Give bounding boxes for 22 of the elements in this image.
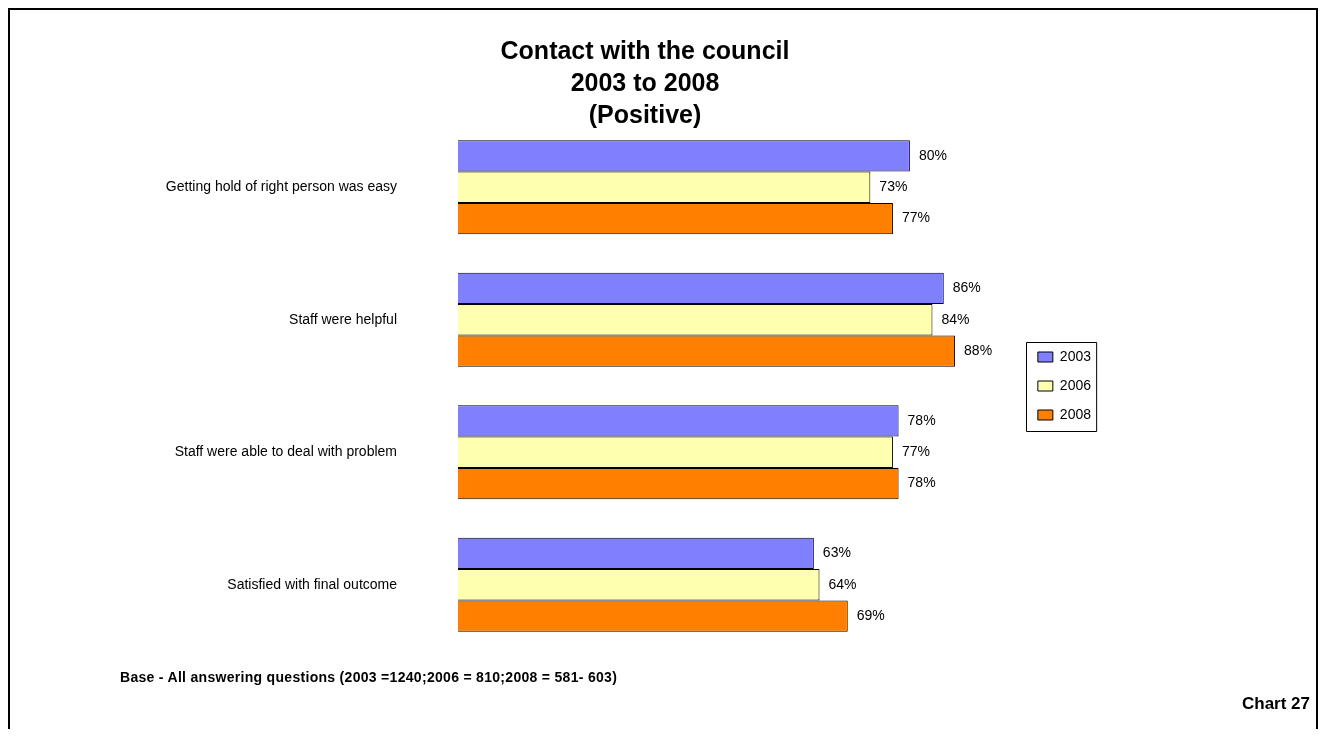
data-label: 63% <box>822 544 851 561</box>
data-label: 86% <box>952 279 981 296</box>
chart-title: Contact with the council 2003 to 2008 (Positive) <box>499 35 791 130</box>
caption: Chart 27 <box>1241 694 1310 714</box>
data-label: 80% <box>918 146 947 163</box>
data-label: 84% <box>941 310 970 327</box>
y-tick-label: Staff were helpful <box>289 310 397 327</box>
data-label: 64% <box>828 575 857 592</box>
data-label: 88% <box>964 341 993 358</box>
data-label: 78% <box>907 411 936 428</box>
legend-label: 2006 <box>1059 376 1092 393</box>
text: Base - All answering questions (2003 =1240;2006 = 810;2008 = 581- 603) <box>120 669 618 685</box>
y-tick-label: Satisfied with final outcome <box>227 575 398 592</box>
legend-label: 2008 <box>1059 405 1092 422</box>
data-label: 73% <box>879 178 908 195</box>
data-label: 69% <box>856 606 885 623</box>
y-tick-label: Getting hold of right person was easy <box>165 178 397 195</box>
data-label: 77% <box>901 209 930 226</box>
y-tick-label: Staff were able to deal with problem <box>174 443 397 460</box>
data-label: 78% <box>907 474 936 491</box>
legend-label: 2003 <box>1059 347 1092 364</box>
data-label: 77% <box>901 443 930 460</box>
